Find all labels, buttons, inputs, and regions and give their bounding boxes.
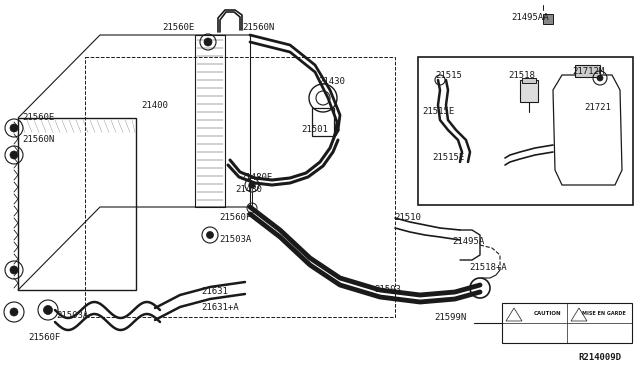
Text: R214009D: R214009D: [579, 353, 621, 362]
Text: 21503: 21503: [374, 285, 401, 295]
Text: 21631: 21631: [202, 288, 228, 296]
Bar: [520, 80, 538, 102]
Circle shape: [10, 124, 18, 132]
Circle shape: [249, 182, 255, 188]
Bar: [312, 108, 334, 136]
Bar: [18, 118, 136, 290]
Text: 21518: 21518: [509, 71, 536, 80]
Text: 21501: 21501: [301, 125, 328, 135]
Text: 21560N: 21560N: [22, 135, 54, 144]
Text: 21495AA: 21495AA: [511, 13, 549, 22]
Text: 21518+A: 21518+A: [469, 263, 507, 273]
Circle shape: [204, 38, 212, 46]
Text: 21599N: 21599N: [434, 314, 466, 323]
Bar: [522, 78, 536, 83]
Text: 21503A: 21503A: [219, 235, 251, 244]
Circle shape: [44, 305, 52, 314]
Circle shape: [10, 308, 18, 316]
Text: 21510: 21510: [395, 214, 421, 222]
Text: 21480E: 21480E: [240, 173, 272, 183]
Text: 21480: 21480: [236, 186, 262, 195]
Text: CAUTION: CAUTION: [534, 311, 561, 316]
Bar: [543, 14, 553, 24]
Text: 21503A: 21503A: [56, 311, 88, 321]
Circle shape: [207, 231, 214, 238]
Bar: [502, 303, 632, 343]
Text: 21515: 21515: [436, 71, 463, 80]
Bar: [418, 57, 633, 205]
Bar: [195, 35, 225, 207]
Text: 21515E: 21515E: [432, 154, 464, 163]
Text: 21495A: 21495A: [452, 237, 484, 247]
Text: 21430: 21430: [319, 77, 346, 87]
Text: 21560E: 21560E: [22, 113, 54, 122]
Text: 21721: 21721: [584, 103, 611, 112]
Text: 21560F: 21560F: [219, 214, 251, 222]
Text: 21712M: 21712M: [572, 67, 604, 77]
Circle shape: [10, 266, 18, 274]
Text: 21515E: 21515E: [422, 108, 454, 116]
Text: 21400: 21400: [141, 100, 168, 109]
Bar: [575, 65, 600, 77]
Circle shape: [10, 151, 18, 159]
Bar: [85, 57, 395, 317]
Circle shape: [597, 75, 603, 81]
Text: 21560N: 21560N: [242, 23, 274, 32]
Text: 21560F: 21560F: [28, 333, 60, 341]
Text: 21631+A: 21631+A: [201, 302, 239, 311]
Text: 21560E: 21560E: [162, 23, 194, 32]
Text: MISE EN GARDE: MISE EN GARDE: [582, 311, 625, 316]
